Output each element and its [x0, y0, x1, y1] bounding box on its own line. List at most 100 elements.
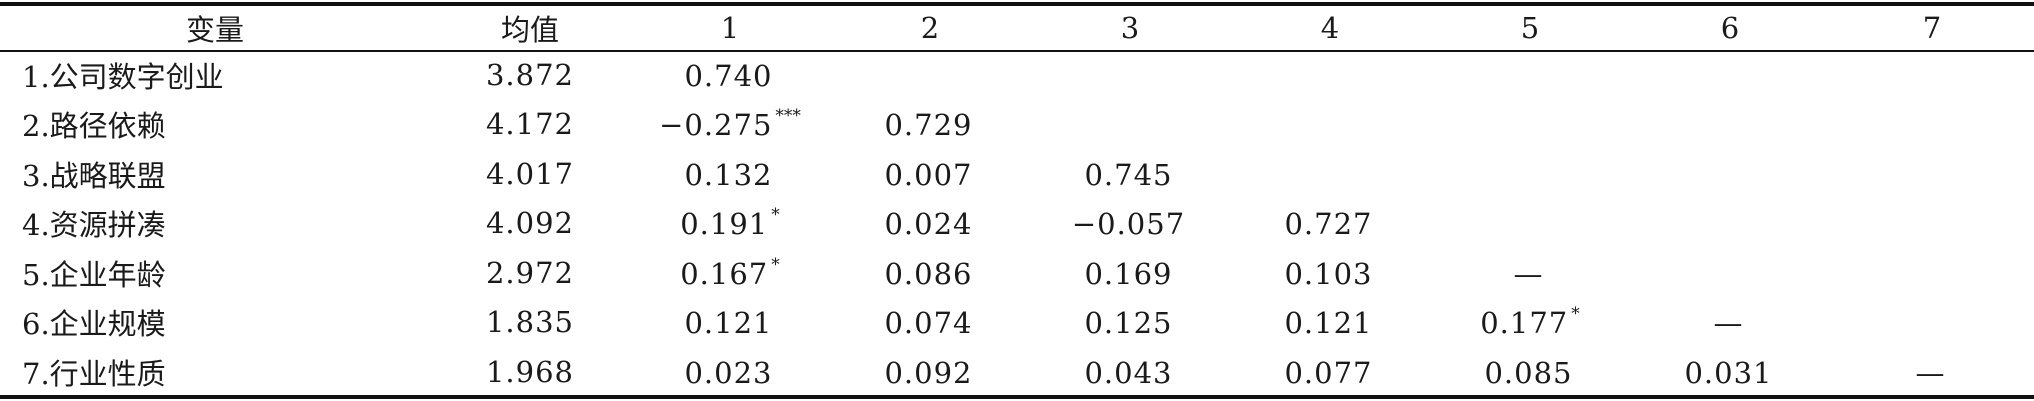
correlation-cell	[1630, 248, 1830, 298]
correlation-value: 0.729	[884, 108, 973, 143]
correlation-value: −0.275	[659, 108, 773, 143]
correlation-cell	[1630, 149, 1830, 199]
correlation-value: 0.177	[1480, 306, 1569, 341]
mean-cell: 4.172	[430, 100, 630, 150]
correlation-value: 0.103	[1284, 256, 1373, 291]
correlation-cell: −0.275 ***	[630, 100, 830, 150]
correlation-cell: 0.121	[630, 298, 830, 348]
variable-name-cell: 2.路径依赖	[22, 109, 166, 144]
correlation-cell: —	[1630, 298, 1830, 348]
table-row: 7.行业性质 1.968 0.023 0.092 0.043 0.077 0.085 0.03…	[0, 347, 2034, 397]
mean-cell: 1.968	[430, 347, 630, 397]
significance-marker: *	[1571, 304, 1580, 325]
mean-value: 4.092	[485, 206, 575, 241]
correlation-cell	[1630, 199, 1830, 249]
correlation-cell: 0.121	[1230, 298, 1430, 348]
mean-value: 4.017	[485, 156, 575, 191]
correlation-value: 0.086	[884, 256, 973, 291]
correlation-value: 0.007	[884, 157, 973, 192]
correlation-cell	[1430, 199, 1630, 249]
correlation-value: 0.169	[1084, 256, 1173, 291]
mean-cell: 3.872	[430, 50, 630, 100]
correlation-cell	[1830, 50, 2034, 100]
correlation-value: 0.085	[1484, 355, 1573, 390]
table-row: 6.企业规模 1.835 0.121 0.074 0.125 0.121 0.177 * —	[0, 298, 2034, 348]
header-col-2: 2	[920, 11, 940, 45]
correlation-cell	[1430, 100, 1630, 150]
header-col-7: 7	[1922, 11, 1942, 45]
variable-name-cell: 5.企业年龄	[22, 257, 166, 292]
correlation-value: —	[1513, 256, 1544, 291]
correlation-table: 变量 均值 1 2 3 4 5 6 7 1.公司数字创业 3.872 0.740 2.路径依赖 4.17…	[0, 6, 2034, 397]
correlation-value: 0.745	[1084, 157, 1173, 192]
correlation-cell: 0.191 *	[630, 199, 830, 249]
correlation-value: 0.031	[1684, 355, 1773, 390]
header-variable: 变量	[185, 13, 244, 47]
correlation-cell: —	[1430, 248, 1630, 298]
correlation-cell: 0.177 *	[1430, 298, 1630, 348]
variable-name-cell: 4.资源拼凑	[22, 208, 166, 243]
correlation-value: 0.024	[884, 207, 973, 242]
table-row: 1.公司数字创业 3.872 0.740	[0, 50, 2034, 100]
correlation-cell: 0.125	[1030, 298, 1230, 348]
table-row: 2.路径依赖 4.172 −0.275 *** 0.729	[0, 100, 2034, 150]
correlation-cell: 0.007	[830, 149, 1030, 199]
mean-value: 1.968	[485, 354, 575, 389]
mean-value: 4.172	[485, 107, 575, 142]
table-bottom-rule	[0, 395, 2034, 399]
variable-name-cell: 6.企业规模	[22, 307, 166, 342]
header-col-1: 1	[720, 11, 740, 45]
variable-name-cell: 7.行业性质	[22, 356, 166, 391]
correlation-cell	[1230, 100, 1430, 150]
correlation-cell: 0.103	[1230, 248, 1430, 298]
correlation-cell: −0.057	[1030, 199, 1230, 249]
header-col-4: 4	[1320, 11, 1340, 45]
correlation-cell: 0.092	[830, 347, 1030, 397]
table-header: 变量 均值 1 2 3 4 5 6 7	[0, 6, 2034, 50]
variable-name-cell: 1.公司数字创业	[22, 59, 224, 94]
correlation-cell	[1030, 50, 1230, 100]
correlation-cell: 0.740	[630, 50, 830, 100]
mean-cell: 2.972	[430, 248, 630, 298]
header-mean: 均值	[500, 13, 559, 47]
mean-cell: 4.017	[430, 149, 630, 199]
header-col-3: 3	[1120, 11, 1140, 45]
correlation-cell	[1830, 100, 2034, 150]
correlation-value: 0.077	[1284, 355, 1373, 390]
correlation-value: 0.092	[884, 355, 973, 390]
correlation-cell: 0.085	[1430, 347, 1630, 397]
correlation-cell: —	[1830, 347, 2034, 397]
correlation-value: —	[1915, 355, 1946, 390]
table-body: 1.公司数字创业 3.872 0.740 2.路径依赖 4.172 −0.275 *** 0.…	[0, 50, 2034, 397]
correlation-cell: 0.077	[1230, 347, 1430, 397]
correlation-cell: 0.745	[1030, 149, 1230, 199]
table-row: 4.资源拼凑 4.092 0.191 * 0.024 −0.057 0.727	[0, 199, 2034, 249]
correlation-cell: 0.031	[1630, 347, 1830, 397]
variable-name-cell: 3.战略联盟	[22, 158, 166, 193]
correlation-cell	[1630, 50, 1830, 100]
header-col-5: 5	[1520, 11, 1540, 45]
correlation-cell	[1230, 149, 1430, 199]
correlation-cell: 0.729	[830, 100, 1030, 150]
table-header-rule	[0, 50, 2034, 52]
correlation-cell	[1430, 149, 1630, 199]
correlation-value: 0.121	[1284, 306, 1373, 341]
correlation-value: 0.043	[1084, 355, 1173, 390]
mean-cell: 4.092	[430, 199, 630, 249]
correlation-value: 0.074	[884, 306, 973, 341]
correlation-value: −0.057	[1071, 207, 1186, 242]
table-top-rule	[0, 2, 2034, 6]
correlation-cell	[1830, 149, 2034, 199]
correlation-value: 0.740	[684, 58, 773, 93]
correlation-cell	[1430, 50, 1630, 100]
correlation-value: 0.121	[684, 306, 773, 341]
header-row: 变量 均值 1 2 3 4 5 6 7	[0, 6, 2034, 50]
mean-cell: 1.835	[430, 298, 630, 348]
correlation-value: 0.167	[680, 256, 769, 291]
correlation-value: —	[1713, 306, 1744, 341]
correlation-cell	[830, 50, 1030, 100]
correlation-cell	[1030, 100, 1230, 150]
correlation-cell	[1830, 248, 2034, 298]
correlation-cell: 0.167 *	[630, 248, 830, 298]
correlation-value: 0.023	[684, 355, 773, 390]
